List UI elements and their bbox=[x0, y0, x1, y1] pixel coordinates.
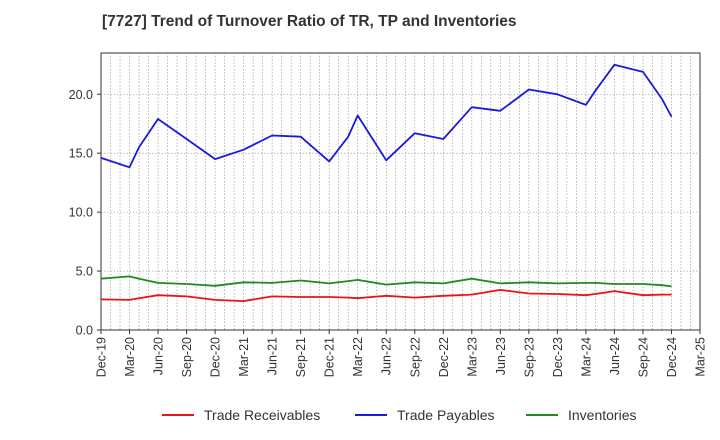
y-tick-label: 5.0 bbox=[76, 265, 93, 279]
y-tick-label: 0.0 bbox=[76, 324, 93, 338]
x-tick-label: Sep-24 bbox=[636, 337, 650, 377]
legend-label: Inventories bbox=[568, 407, 636, 423]
y-tick-label: 20.0 bbox=[69, 88, 93, 102]
x-tick-label: Sep-23 bbox=[522, 337, 536, 377]
series-line-trade-receivables bbox=[100, 288, 672, 303]
chart-title: [7727] Trend of Turnover Ratio of TR, TP… bbox=[102, 13, 517, 30]
x-tick-label: Mar-23 bbox=[465, 337, 479, 377]
x-tick-label: Mar-24 bbox=[579, 337, 593, 377]
x-tick-label: Sep-22 bbox=[408, 337, 422, 377]
x-tick-label: Jun-20 bbox=[152, 337, 166, 375]
x-tick-label: Dec-24 bbox=[665, 337, 679, 377]
legend-label: Trade Receivables bbox=[204, 407, 320, 423]
x-tick-label: Jun-22 bbox=[380, 337, 394, 375]
x-tick-label: Dec-19 bbox=[95, 337, 109, 377]
x-tick-label: Jun-21 bbox=[266, 337, 280, 375]
x-tick-label: Jun-24 bbox=[608, 337, 622, 375]
x-tick-label: Dec-23 bbox=[551, 337, 565, 377]
x-tick-label: Dec-21 bbox=[323, 337, 337, 377]
y-tick-label: 15.0 bbox=[69, 147, 93, 161]
x-tick-label: Mar-25 bbox=[694, 337, 708, 377]
x-tick-label: Sep-21 bbox=[294, 337, 308, 377]
y-tick-label: 10.0 bbox=[69, 206, 93, 220]
x-tick-label: Mar-20 bbox=[123, 337, 137, 377]
series-line-trade-payables bbox=[100, 63, 673, 169]
x-tick-label: Jun-23 bbox=[494, 337, 508, 375]
x-tick-label: Dec-22 bbox=[437, 337, 451, 377]
x-tick-label: Mar-22 bbox=[351, 337, 365, 377]
plot-frame bbox=[100, 52, 701, 331]
x-tick-label: Sep-20 bbox=[180, 337, 194, 377]
x-tick-label: Dec-20 bbox=[209, 337, 223, 377]
series-line-inventories bbox=[100, 275, 672, 288]
x-tick-label: Mar-21 bbox=[237, 337, 251, 377]
legend-label: Trade Payables bbox=[397, 407, 495, 423]
